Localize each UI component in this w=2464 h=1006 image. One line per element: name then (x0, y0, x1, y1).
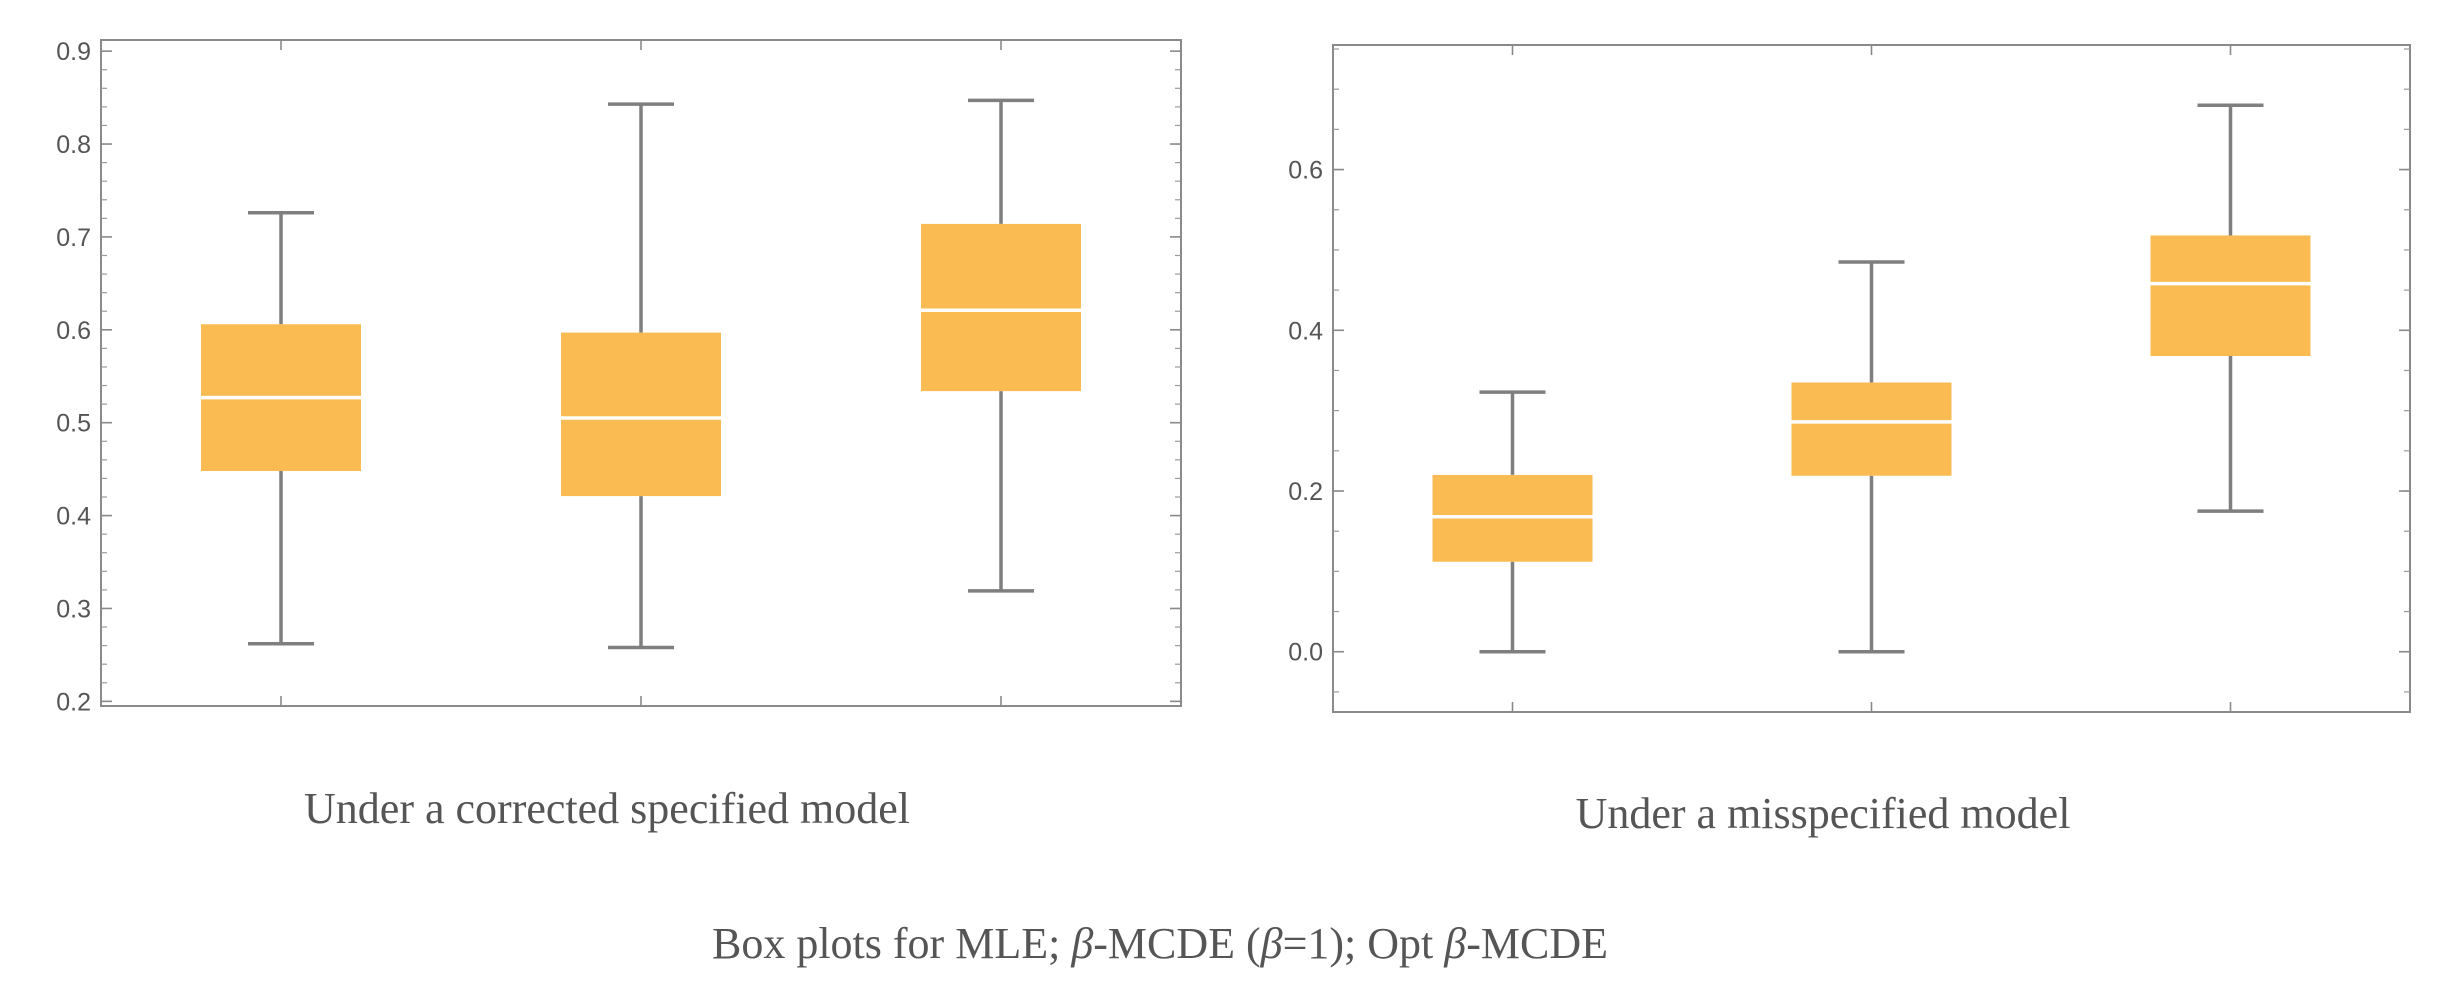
right-y-tick-label: 0.4 (1288, 317, 1323, 345)
left-y-tick-label: 0.4 (56, 503, 91, 531)
left-box-2 (561, 102, 721, 650)
figure-caption-beta-2: β (1260, 919, 1283, 968)
left-y-tick-label: 0.2 (56, 688, 91, 716)
right-box-1 (1432, 390, 1593, 654)
right-y-tick-label: 0.2 (1288, 478, 1323, 506)
left-y-tick-label: 0.9 (56, 38, 91, 66)
left-y-tick-label: 0.8 (56, 131, 91, 159)
right-boxplot-chart: 0.0 0.2 0.4 0.6 (1288, 44, 2411, 713)
right-box-3 (2150, 103, 2311, 513)
left-box-1 (201, 211, 361, 646)
left-y-tick-label: 0.7 (56, 224, 91, 252)
figure-caption-beta-3: β (1443, 919, 1466, 968)
left-chart-caption: Under a corrected specified model (304, 784, 910, 833)
left-boxplot-chart: 0.2 0.3 0.4 0.5 0.6 0.7 0.8 0.9 (56, 38, 1182, 716)
left-y-tick-label: 0.6 (56, 317, 91, 345)
right-box-2 (1791, 260, 1952, 654)
iqr-box (2150, 235, 2311, 356)
iqr-box (561, 332, 721, 497)
iqr-box (921, 223, 1081, 392)
figure-caption-part3: =1); Opt (1283, 919, 1445, 968)
figure-caption-beta-1: β (1070, 919, 1093, 968)
iqr-box (1791, 382, 1952, 476)
figure-caption-part1: Box plots for MLE; (712, 919, 1071, 968)
figure-caption: Box plots for MLE; β-MCDE (β=1); Opt β-M… (712, 919, 1608, 968)
figure-caption-part2: -MCDE ( (1093, 919, 1260, 968)
left-y-tick-label: 0.3 (56, 595, 91, 623)
right-chart-caption: Under a misspecified model (1576, 789, 2071, 838)
left-box-3 (921, 98, 1081, 593)
left-y-tick-label: 0.5 (56, 410, 91, 438)
right-y-tick-label: 0.6 (1288, 157, 1323, 185)
right-y-tick-label: 0.0 (1288, 639, 1323, 667)
figure-caption-part4: -MCDE (1466, 919, 1608, 968)
